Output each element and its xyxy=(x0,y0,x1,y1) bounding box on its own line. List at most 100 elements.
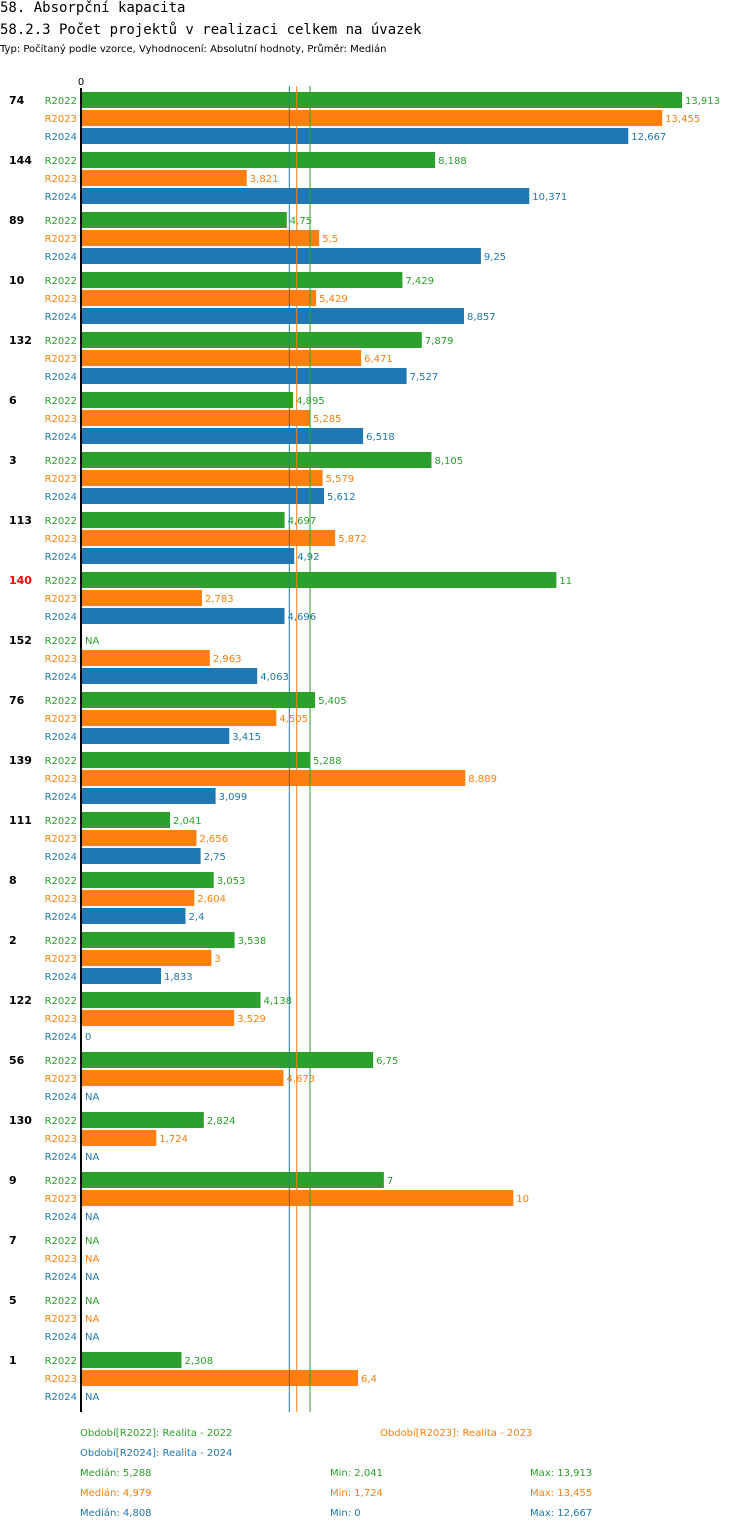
series-label: R2023 xyxy=(45,234,77,245)
bar-r2022 xyxy=(82,92,682,108)
bar-r2023 xyxy=(82,230,320,246)
stat-max-r2024: Max: 12,667 xyxy=(530,1508,593,1519)
bar-r2023 xyxy=(82,650,210,666)
value-label: 3,099 xyxy=(219,792,248,803)
bar-r2023 xyxy=(82,290,317,306)
series-label: R2023 xyxy=(45,654,77,665)
group-label: 89 xyxy=(9,214,24,227)
value-label: 12,667 xyxy=(631,132,666,143)
bar-r2023 xyxy=(82,770,466,786)
stat-max-r2022: Max: 13,913 xyxy=(530,1468,593,1479)
bar-r2024 xyxy=(82,608,285,624)
series-label: R2023 xyxy=(45,414,77,425)
series-label: R2023 xyxy=(45,354,77,365)
value-label: NA xyxy=(85,1092,99,1103)
series-label: R2022 xyxy=(45,396,77,407)
bar-r2022 xyxy=(82,752,310,768)
value-label: 6,471 xyxy=(364,354,393,365)
series-label: R2023 xyxy=(45,1314,77,1325)
bar-r2024 xyxy=(82,488,324,504)
value-label: 4,92 xyxy=(297,552,319,563)
series-label: R2024 xyxy=(45,492,77,503)
bar-r2022 xyxy=(82,992,261,1008)
value-label: 3,529 xyxy=(237,1014,266,1025)
series-label: R2022 xyxy=(45,816,77,827)
bar-r2022 xyxy=(82,152,436,168)
series-label: R2024 xyxy=(45,312,77,323)
series-label: R2022 xyxy=(45,1116,77,1127)
bar-r2023 xyxy=(82,1070,284,1086)
value-label: 5,285 xyxy=(313,414,342,425)
stat-median-r2024: Medián: 4,808 xyxy=(80,1508,152,1519)
series-label: R2022 xyxy=(45,336,77,347)
series-label: R2022 xyxy=(45,456,77,467)
series-label: R2023 xyxy=(45,474,77,485)
series-label: R2024 xyxy=(45,792,77,803)
series-label: R2024 xyxy=(45,672,77,683)
value-label: 2,75 xyxy=(204,852,226,863)
chart-subtitle: 58.2.3 Počet projektů v realizaci celkem… xyxy=(0,22,422,38)
value-label: 2,604 xyxy=(197,894,226,905)
series-label: R2024 xyxy=(45,1032,77,1043)
bar-r2022 xyxy=(82,572,557,588)
bar-r2022 xyxy=(82,212,287,228)
group-label: 122 xyxy=(9,994,32,1007)
bar-r2022 xyxy=(82,812,170,828)
value-label: 5,405 xyxy=(318,696,347,707)
group-label: 111 xyxy=(9,814,32,827)
value-label: 1,833 xyxy=(164,972,193,983)
value-label: 11 xyxy=(559,576,572,587)
series-label: R2023 xyxy=(45,1014,77,1025)
stat-min-r2023: Min: 1,724 xyxy=(330,1488,383,1499)
value-label: NA xyxy=(85,1272,99,1283)
group-label: 9 xyxy=(9,1174,17,1187)
series-label: R2022 xyxy=(45,276,77,287)
value-label: 6,518 xyxy=(366,432,395,443)
series-label: R2022 xyxy=(45,876,77,887)
value-label: 2,783 xyxy=(205,594,234,605)
bar-r2024 xyxy=(82,968,161,984)
bar-chart: 0 74 R2022 13,913 R2023 13,455 R2024 12,667 144 R… xyxy=(9,77,720,1412)
group-label: 5 xyxy=(9,1294,17,1307)
value-label: 9,25 xyxy=(484,252,506,263)
series-label: R2024 xyxy=(45,732,77,743)
value-label: 8,105 xyxy=(435,456,464,467)
bar-r2023 xyxy=(82,530,336,546)
series-label: R2022 xyxy=(45,1056,77,1067)
value-label: 13,455 xyxy=(665,114,700,125)
series-label: R2023 xyxy=(45,774,77,785)
series-label: R2024 xyxy=(45,252,77,263)
group-label: 3 xyxy=(9,454,17,467)
value-label: 8,188 xyxy=(438,156,467,167)
series-label: R2024 xyxy=(45,852,77,863)
group-label: 56 xyxy=(9,1054,25,1067)
series-label: R2024 xyxy=(45,1332,77,1343)
value-label: 7,879 xyxy=(425,336,454,347)
value-label: 8,857 xyxy=(467,312,496,323)
bar-r2022 xyxy=(82,1112,204,1128)
value-label: 7 xyxy=(387,1176,393,1187)
value-label: 5,288 xyxy=(313,756,342,767)
value-label: 6,75 xyxy=(376,1056,398,1067)
value-label: 4,505 xyxy=(279,714,308,725)
bar-r2024 xyxy=(82,128,629,144)
group-label: 76 xyxy=(9,694,25,707)
value-label: 3,415 xyxy=(232,732,261,743)
bar-r2022 xyxy=(82,692,316,708)
bar-r2022 xyxy=(82,1172,384,1188)
bar-r2023 xyxy=(82,410,310,426)
series-label: R2022 xyxy=(45,1356,77,1367)
value-label: NA xyxy=(85,1392,99,1403)
value-label: NA xyxy=(85,1332,99,1343)
series-label: R2024 xyxy=(45,372,77,383)
series-label: R2022 xyxy=(45,696,77,707)
bar-r2023 xyxy=(82,830,197,846)
group-label: 152 xyxy=(9,634,32,647)
bar-r2023 xyxy=(82,350,362,366)
value-label: 5,612 xyxy=(327,492,356,503)
bar-r2024 xyxy=(82,848,201,864)
group-label: 130 xyxy=(9,1114,32,1127)
value-label: 5,429 xyxy=(319,294,348,305)
value-label: 3,821 xyxy=(250,174,279,185)
value-label: 2,963 xyxy=(213,654,242,665)
